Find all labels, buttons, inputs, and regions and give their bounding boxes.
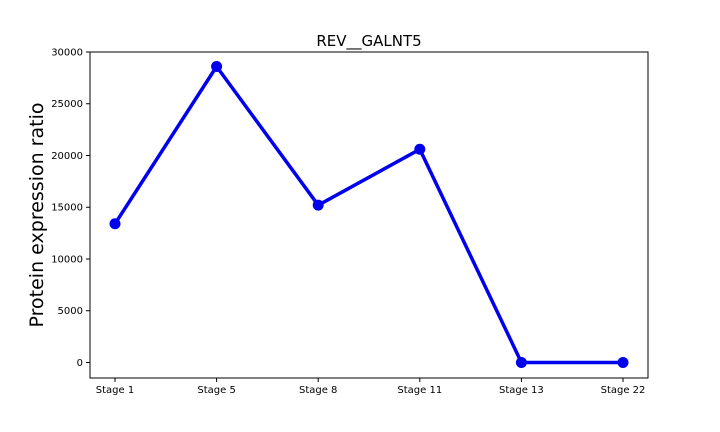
data-point: [211, 60, 223, 72]
data-point: [109, 218, 121, 230]
data-point: [312, 199, 324, 211]
data-point: [515, 356, 527, 368]
y-tick-label: 20000: [51, 151, 83, 162]
x-tick-label: Stage 5: [197, 385, 235, 396]
plot-area: [89, 51, 649, 379]
x-tick-label: Stage 1: [96, 385, 134, 396]
y-tick-label: 25000: [51, 99, 83, 110]
x-axis: Stage 1 Stage 5 Stage 8 Stage 11 Stage 13 Sta…: [96, 378, 646, 396]
data-point: [617, 356, 629, 368]
y-tick-label: 15000: [51, 203, 83, 214]
y-tick-label: 30000: [51, 48, 83, 59]
x-tick-label: Stage 8: [299, 385, 337, 396]
x-tick-label: Stage 22: [601, 385, 646, 396]
y-tick-label: 5000: [58, 306, 83, 317]
data-point: [414, 143, 426, 155]
y-tick-label: 0: [77, 358, 83, 369]
y-axis-label: Protein expression ratio: [26, 103, 48, 328]
y-axis: 0 5000 10000 15000 20000 25000 30000: [51, 48, 90, 369]
series-line: [113, 64, 623, 365]
data-points: [109, 60, 629, 368]
chart-title: REV__GALNT5: [316, 32, 421, 51]
x-tick-label: Stage 11: [397, 385, 442, 396]
y-tick-label: 10000: [51, 254, 83, 265]
x-tick-label: Stage 13: [499, 385, 544, 396]
